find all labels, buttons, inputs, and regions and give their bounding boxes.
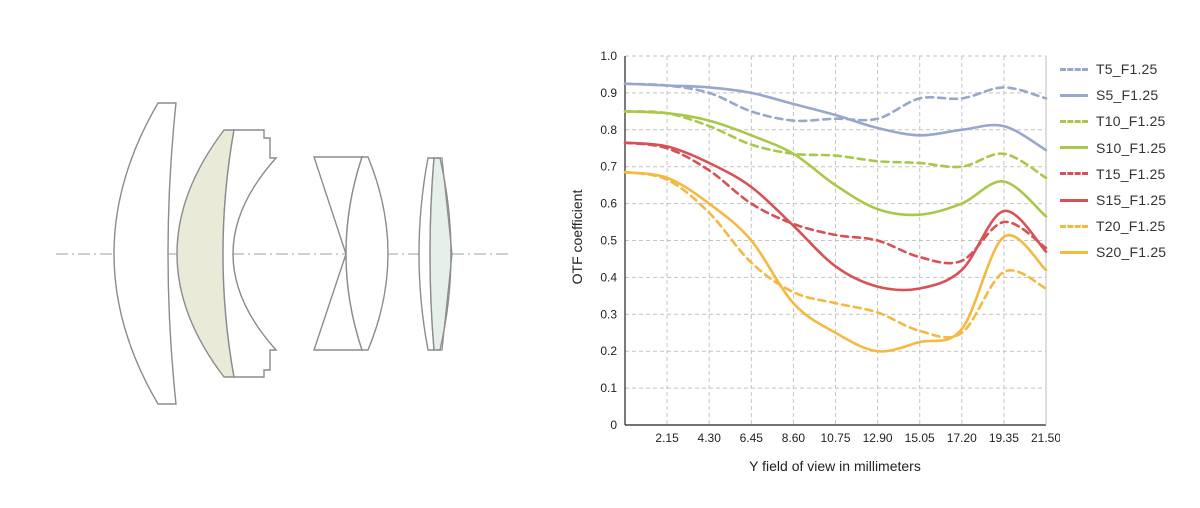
- x-tick-label: 4.30: [698, 431, 722, 445]
- x-tick-label: 8.60: [782, 431, 806, 445]
- x-tick-label: 21.50: [1031, 431, 1060, 445]
- series-line-t10-f125: [623, 110, 1048, 180]
- legend-swatch: [1060, 67, 1088, 71]
- series-line-s15-f125: [623, 141, 1048, 292]
- x-tick-label: 10.75: [820, 431, 850, 445]
- series-line-t15-f125: [623, 141, 1048, 265]
- legend-item: T20_F1.25: [1060, 213, 1166, 239]
- axis-ticks: 0 0.1 0.2 0.3 0.4 0.5 0.6 0.7 0.8 0.9 1.0 2.15 4.30 6…: [600, 49, 1060, 445]
- lens-element-5: [345, 156, 389, 351]
- y-tick-label: 0.7: [600, 160, 617, 174]
- legend-item: T10_F1.25: [1060, 108, 1166, 134]
- lens-diagram: [56, 102, 512, 405]
- y-tick-label: 0.6: [600, 197, 617, 211]
- y-tick-label: 0.3: [600, 307, 617, 321]
- x-tick-label: 15.05: [905, 431, 935, 445]
- y-axis-title: OTF coefficient: [569, 190, 585, 285]
- legend-swatch: [1060, 93, 1088, 97]
- legend-swatch: [1060, 146, 1088, 150]
- legend-label: S10_F1.25: [1096, 139, 1167, 156]
- legend-label: T20_F1.25: [1096, 218, 1166, 235]
- x-axis-title: Y field of view in millimeters: [749, 458, 921, 474]
- legend-label: S20_F1.25: [1096, 244, 1167, 261]
- legend-label: T10_F1.25: [1096, 113, 1166, 130]
- legend-swatch: [1060, 250, 1088, 254]
- x-tick-label: 17.20: [947, 431, 977, 445]
- series-line-t5-f125: [623, 82, 1048, 123]
- otf-chart: 0 0.1 0.2 0.3 0.4 0.5 0.6 0.7 0.8 0.9 1.0 2.15 4.30 6…: [569, 49, 1060, 474]
- y-tick-label: 0: [610, 418, 617, 432]
- lens-element-3: [222, 129, 278, 378]
- x-tick-label: 6.45: [740, 431, 764, 445]
- legend-item: S20_F1.25: [1060, 239, 1166, 265]
- lens-element-8: [436, 157, 453, 351]
- legend-label: S15_F1.25: [1096, 192, 1167, 209]
- legend-item: S5_F1.25: [1060, 82, 1166, 108]
- grid: [624, 55, 1047, 426]
- lens-element-1: [113, 102, 177, 405]
- legend-swatch: [1060, 172, 1088, 176]
- legend-item: S10_F1.25: [1060, 135, 1166, 161]
- legend-swatch: [1060, 224, 1088, 228]
- legend-item: T15_F1.25: [1060, 161, 1166, 187]
- legend-item: S15_F1.25: [1060, 187, 1166, 213]
- series-line-t20-f125: [623, 170, 1048, 339]
- y-tick-label: 0.9: [600, 86, 617, 100]
- y-tick-label: 0.1: [600, 381, 617, 395]
- legend-label: S5_F1.25: [1096, 87, 1159, 104]
- y-tick-label: 0.5: [600, 234, 617, 248]
- series: [623, 82, 1048, 353]
- lens-element-7: [429, 157, 452, 351]
- legend-item: T5_F1.25: [1060, 56, 1166, 82]
- legend-swatch: [1060, 119, 1088, 123]
- legend-label: T15_F1.25: [1096, 165, 1166, 182]
- legend: T5_F1.25 S5_F1.25 T10_F1.25 S10_F1.25 T15_F1…: [1060, 56, 1166, 266]
- y-tick-label: 1.0: [600, 49, 617, 63]
- x-tick-label: 12.90: [863, 431, 893, 445]
- series-line-s20-f125: [623, 170, 1048, 353]
- legend-label: T5_F1.25: [1096, 61, 1158, 78]
- x-tick-label: 19.35: [989, 431, 1019, 445]
- x-tick-label: 2.15: [655, 431, 679, 445]
- series-line-s5-f125: [623, 82, 1048, 152]
- series-line-s10-f125: [623, 110, 1048, 218]
- legend-swatch: [1060, 198, 1088, 202]
- y-tick-label: 0.8: [600, 123, 617, 137]
- y-tick-label: 0.4: [600, 270, 617, 284]
- y-tick-label: 0.2: [600, 344, 617, 358]
